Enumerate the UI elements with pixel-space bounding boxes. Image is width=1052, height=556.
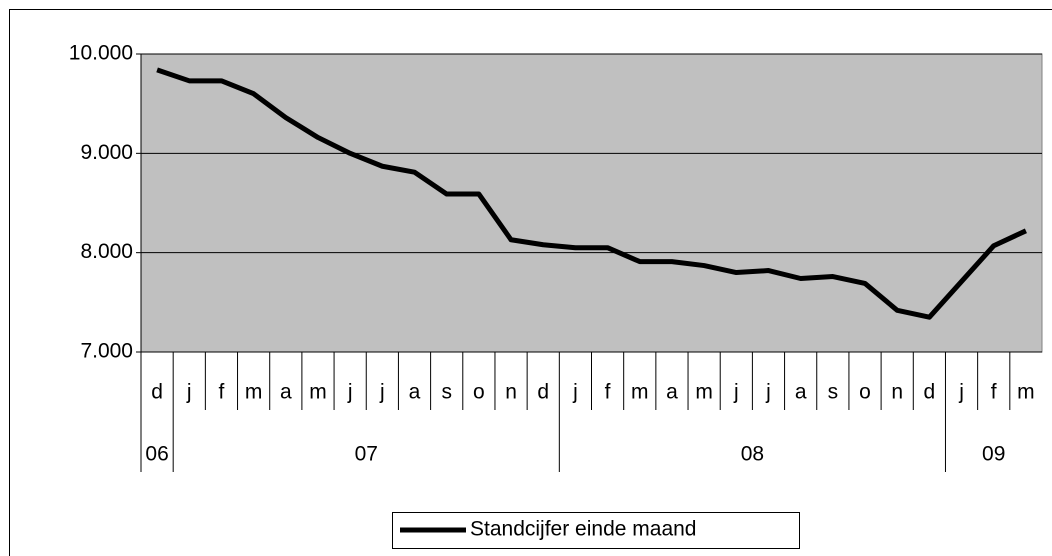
- x-tick-label: d: [151, 381, 163, 404]
- x-tick-label: m: [695, 381, 713, 404]
- x-tick-label: f: [605, 381, 611, 404]
- group-label: 07: [355, 443, 378, 466]
- x-tick-label: a: [280, 381, 292, 404]
- x-tick-label: m: [631, 381, 649, 404]
- line-series: [156, 67, 1027, 320]
- x-tick-label: j: [572, 381, 578, 404]
- y-tick-label: 9.000: [80, 141, 133, 164]
- x-tick-label: s: [441, 381, 452, 404]
- x-tick-label: a: [409, 381, 421, 404]
- x-tick-label: n: [891, 381, 903, 404]
- x-tick-label: d: [537, 381, 549, 404]
- x-tick-label: j: [379, 381, 385, 404]
- x-tick-label: o: [473, 381, 485, 404]
- x-tick-label: j: [733, 381, 739, 404]
- group-label: 06: [145, 443, 168, 466]
- legend-label: Standcijfer einde maand: [470, 518, 696, 541]
- y-tick-label: 10.000: [69, 42, 133, 65]
- y-tick-label: 8.000: [80, 240, 133, 263]
- group-label: 09: [982, 443, 1005, 466]
- x-tick-label: a: [666, 381, 678, 404]
- x-tick-label: s: [828, 381, 839, 404]
- y-tick-label: 7.000: [80, 340, 133, 363]
- x-tick-label: m: [245, 381, 263, 404]
- x-tick-label: o: [859, 381, 871, 404]
- x-tick-label: j: [958, 381, 964, 404]
- x-tick-label: j: [347, 381, 353, 404]
- x-tick-label: m: [309, 381, 327, 404]
- x-tick-label: n: [505, 381, 517, 404]
- group-label: 08: [741, 443, 764, 466]
- x-tick-label: d: [924, 381, 936, 404]
- x-tick-label: f: [219, 381, 225, 404]
- plot-area: [140, 53, 1043, 353]
- x-tick-label: j: [186, 381, 192, 404]
- x-tick-label: a: [795, 381, 807, 404]
- x-tick-label: j: [765, 381, 771, 404]
- x-tick-label: m: [1017, 381, 1035, 404]
- x-tick-label: f: [991, 381, 997, 404]
